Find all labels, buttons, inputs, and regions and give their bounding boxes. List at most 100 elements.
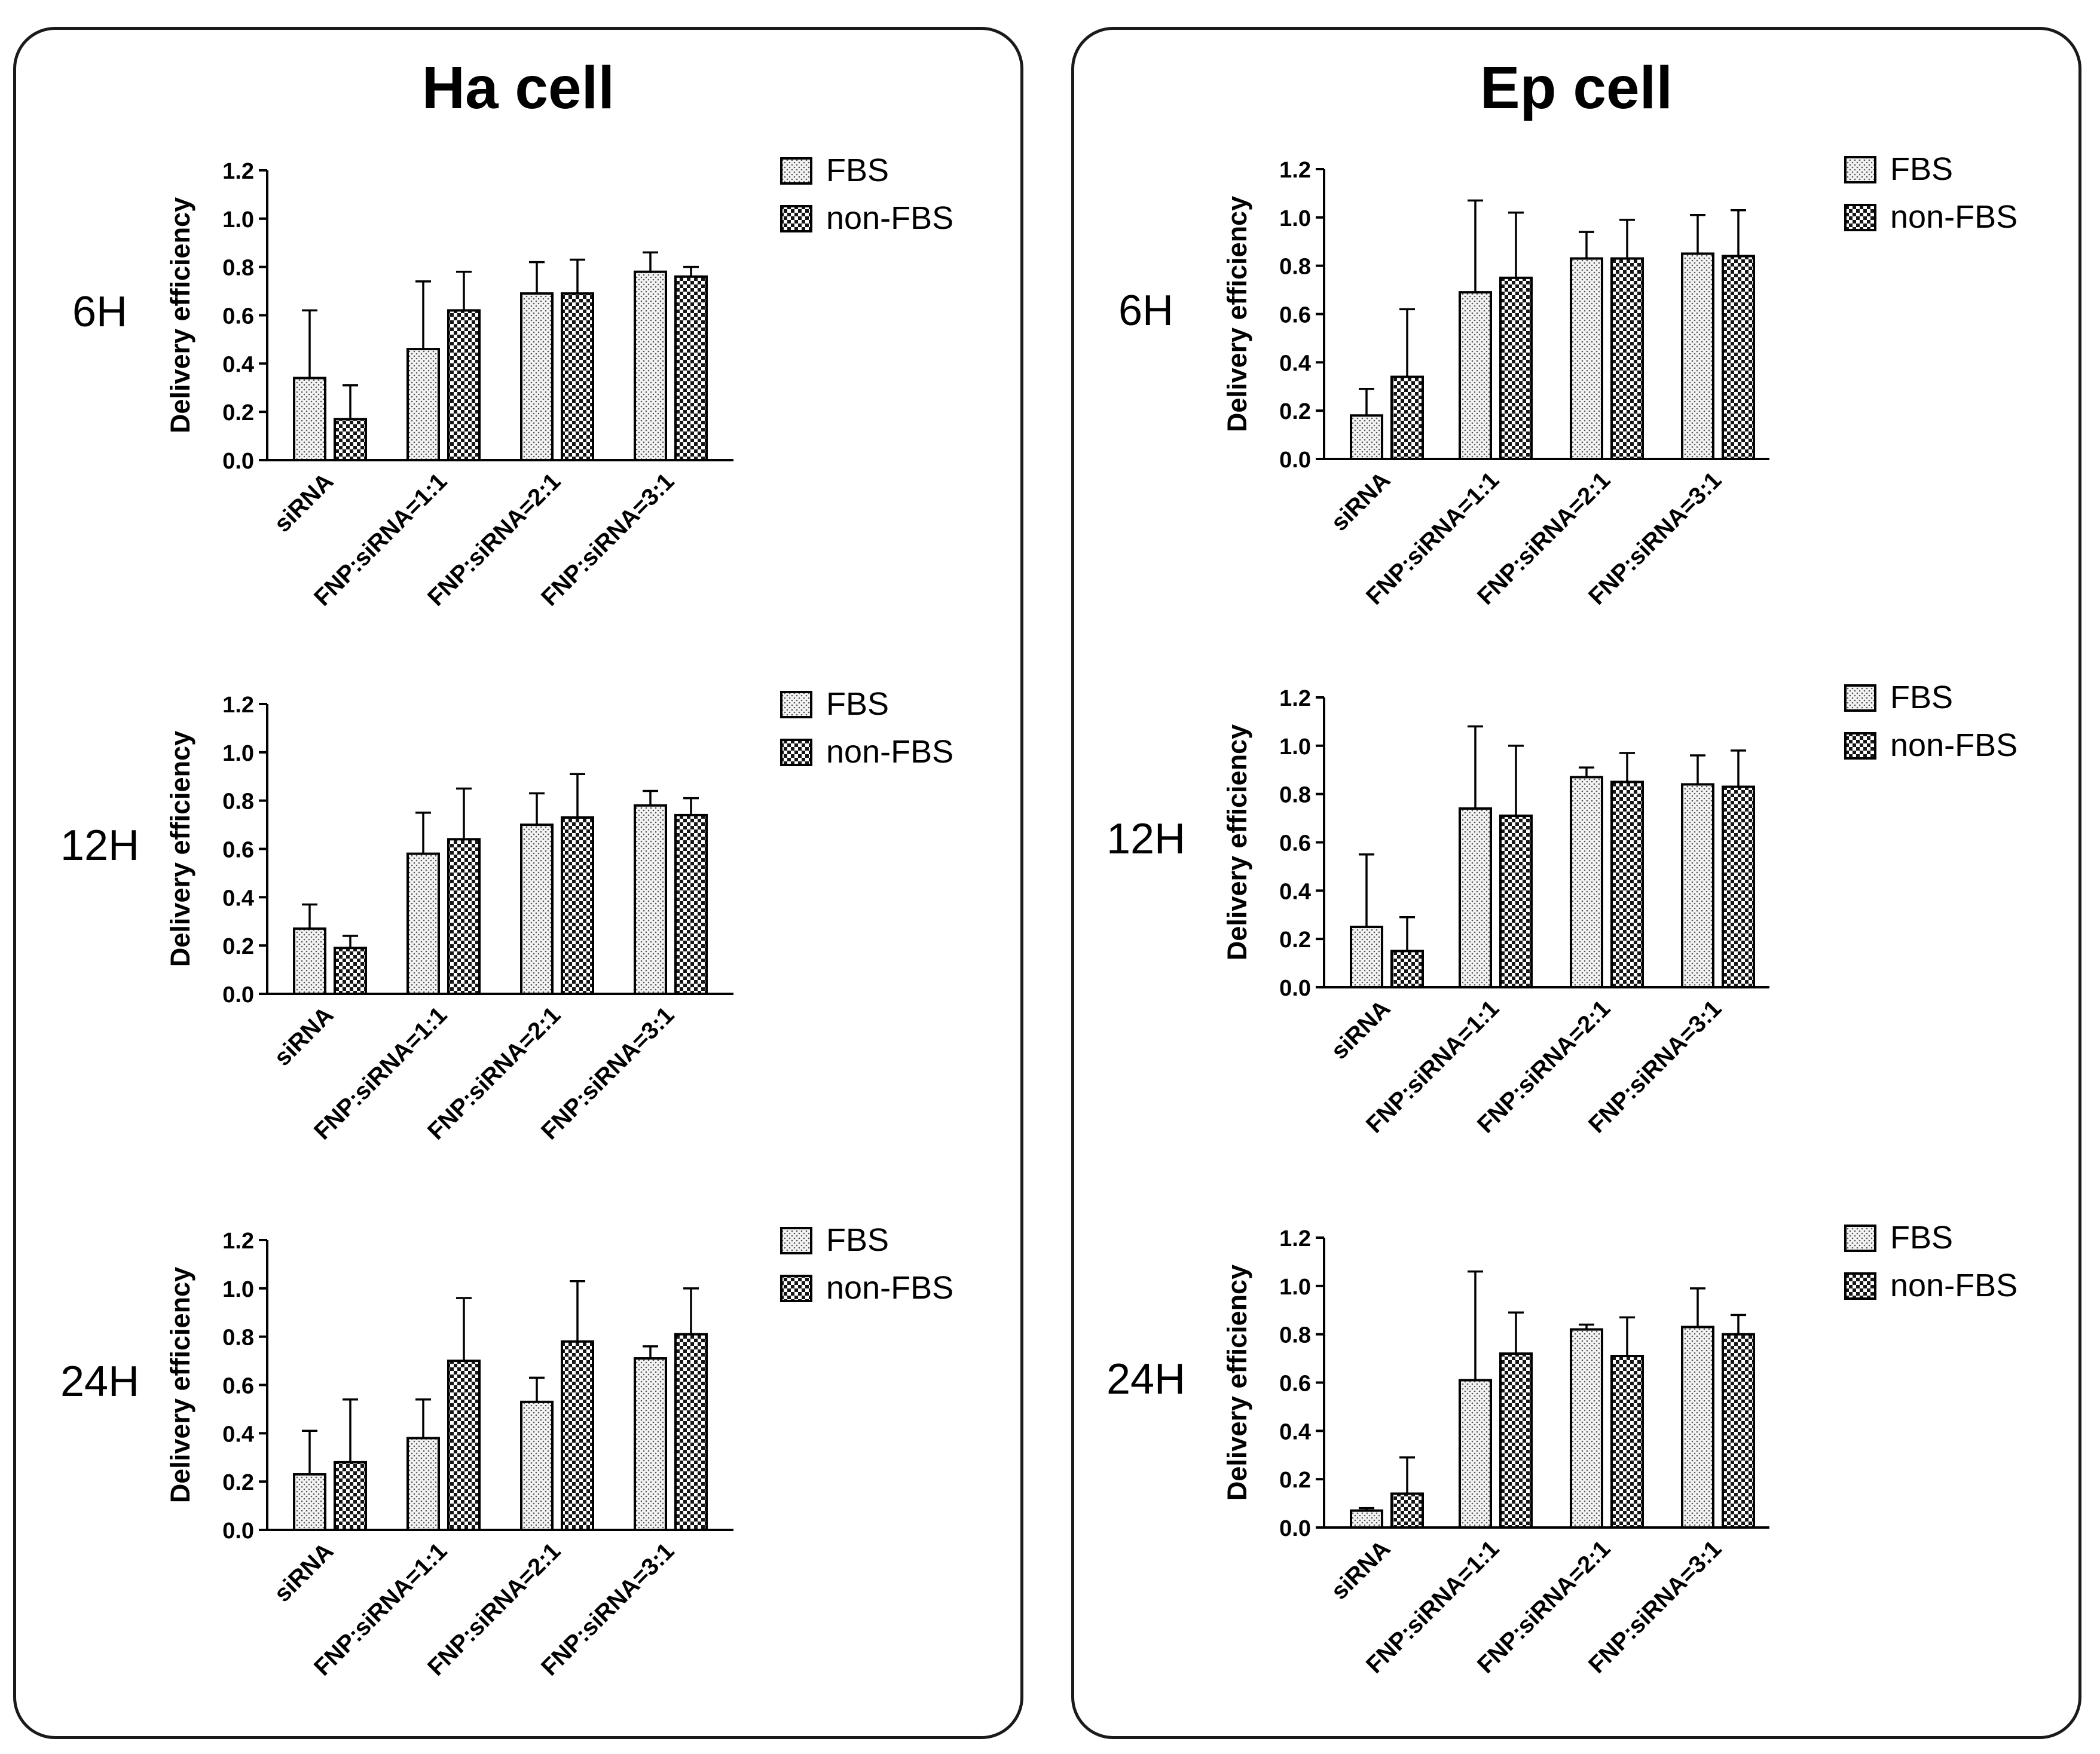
y-tick-label: 0.8 [1279,255,1311,280]
y-tick-label: 0.2 [222,934,254,959]
y-tick-label: 0.4 [1279,1419,1311,1444]
y-tick-label: 0.2 [222,400,254,426]
subplot-12h: 12H Delivery efficiency 0.0 0.2 0.4 0.6 0.8 1.0… [1106,679,2018,1138]
subplot-12h: 12H Delivery efficiency 0.0 0.2 0.4 0.6 0.8 1.0… [60,686,953,1145]
legend-swatch-nonfbs [1844,1272,1876,1300]
y-tick-label: 0.0 [222,449,254,474]
y-tick-label: 0.6 [1279,831,1311,856]
y-tick-label: 1.2 [222,1229,254,1254]
legend-swatch-fbs [780,691,812,718]
y-tick-label: 0.0 [222,1519,254,1544]
panel-title: Ha cell [421,54,615,121]
fbs-bar [1459,291,1492,460]
fbs-bar [1681,1326,1714,1529]
y-tick-label: 1.0 [1279,206,1311,231]
legend: FBS non-FBS [1844,151,2018,235]
y-tick-label: 0.6 [222,838,254,863]
y-tick-label: 1.2 [1279,1226,1311,1251]
nonfbs-bar [674,813,708,995]
fbs-bar [1459,807,1492,988]
ep-cell-charts: 6H Delivery efficiency0.00.20.40.60.81.01… [1106,151,2018,1679]
y-axis-title: Delivery efficiency [1222,1265,1252,1501]
fbs-bar [1681,783,1714,988]
y-axis-title: Delivery efficiency [165,197,195,433]
nonfbs-bar [334,1461,367,1531]
y-tick-label: 0.8 [222,1326,254,1351]
legend-swatch-fbs [780,157,812,185]
fbs-bar [1350,1509,1383,1529]
y-tick-label: 0.6 [1279,1372,1311,1397]
legend: FBS non-FBS [780,686,953,770]
y-tick-label: 1.0 [222,1277,254,1302]
time-label: 12H [1106,815,1185,863]
ep-cell-panel: Ep cell 6H Delivery efficiency 0.0 0.2 0.4 0.… [1071,27,2081,1739]
subplot-6h: 6H Delivery efficiency 0.0 0.2 0.4 0.6 0.8 1.0 1… [72,152,953,611]
fbs-bar [406,1437,440,1532]
y-tick-label: 0.2 [1279,399,1311,424]
fbs-bar [293,1473,326,1532]
y-tick-label: 0.6 [1279,303,1311,328]
legend-swatch-nonfbs [1844,732,1876,760]
y-tick-label: 0.2 [222,1470,254,1495]
legend-swatch-fbs [1844,684,1876,712]
panel-title: Ep cell [1480,54,1673,121]
nonfbs-bar [1610,257,1644,460]
nonfbs-bar [1610,1355,1644,1529]
category-label: siRNA [1326,1535,1395,1605]
legend-label: non-FBS [1890,1268,2018,1303]
legend-label: non-FBS [1890,727,2018,763]
category-label: siRNA [1326,467,1395,536]
nonfbs-bar [334,418,367,462]
time-label: 6H [72,288,127,336]
legend: FBS non-FBS [780,152,953,236]
y-tick-label: 0.0 [1279,1516,1311,1541]
y-axis-title: Delivery efficiency [165,731,195,967]
legend-label: FBS [826,686,889,722]
y-tick-label: 0.4 [1279,351,1311,376]
fbs-bar [634,804,667,995]
y-axis-title: Delivery efficiency [1222,724,1252,960]
y-tick-label: 0.8 [222,789,254,815]
category-label: siRNA [1326,995,1395,1064]
nonfbs-bar [1390,375,1424,460]
y-tick-label: 1.0 [222,741,254,766]
y-tick-label: 0.4 [222,886,254,911]
y-tick-label: 0.8 [222,256,254,281]
nonfbs-bar [1390,950,1424,988]
y-tick-label: 0.8 [1279,1323,1311,1348]
fbs-bar [520,1400,554,1532]
nonfbs-bar [1390,1492,1424,1529]
category-label: siRNA [269,468,338,537]
y-tick-label: 0.0 [1279,976,1311,1001]
legend-swatch-fbs [1844,1225,1876,1252]
nonfbs-bar [561,292,594,461]
ha-cell-panel: Ha cell 6H Delivery efficiency 0.0 0.2 0.4 0.… [13,27,1023,1739]
y-tick-label: 0.6 [222,1374,254,1399]
fbs-bar [1570,1328,1603,1529]
nonfbs-bar [674,1333,708,1531]
y-tick-label: 0.4 [1279,879,1311,904]
time-label: 24H [60,1358,139,1406]
legend-swatch-nonfbs [780,205,812,232]
legend: FBS non-FBS [780,1222,953,1306]
y-tick-label: 0.4 [222,1422,254,1447]
legend-label: FBS [1890,1220,1953,1256]
y-tick-label: 0.6 [222,304,254,329]
subplot-6h: 6H Delivery efficiency 0.0 0.2 0.4 0.6 0.8 1.0 1… [1118,151,2018,610]
nonfbs-bar [1722,255,1755,460]
legend-swatch-fbs [1844,156,1876,183]
nonfbs-bar [1722,1333,1755,1529]
nonfbs-bar [561,1340,594,1531]
y-tick-label: 0.2 [1279,1468,1311,1493]
y-tick-label: 0.0 [222,982,254,1008]
nonfbs-bar [447,838,481,996]
fbs-bar [1350,925,1383,989]
nonfbs-bar [447,309,481,461]
y-tick-label: 0.8 [1279,783,1311,808]
nonfbs-bar [1499,276,1533,460]
fbs-bar [406,852,440,996]
fbs-bar [293,927,326,995]
legend-label: FBS [1890,679,1953,715]
legend-swatch-nonfbs [1844,204,1876,231]
category-label: siRNA [269,1002,338,1071]
